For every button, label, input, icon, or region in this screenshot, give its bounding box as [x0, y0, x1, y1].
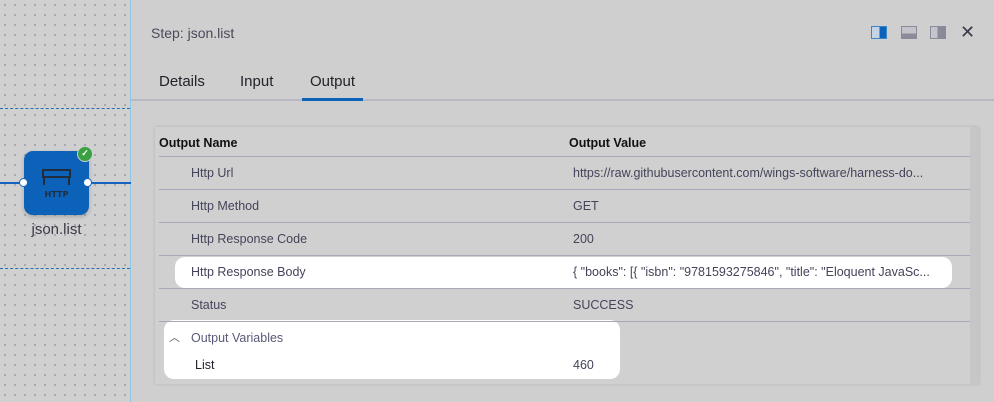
output-variables-toggle[interactable]: ︿ Output Variables: [159, 321, 972, 351]
http-icon: HTTP: [42, 169, 71, 199]
output-value: 200: [573, 232, 594, 246]
output-value: SUCCESS: [573, 298, 634, 312]
table-row: Http Response Body { "books": [{ "isbn": …: [159, 255, 972, 288]
edge-in: [0, 182, 24, 184]
edge-out: [89, 182, 131, 184]
dock-bottom-icon[interactable]: [901, 26, 917, 39]
table-row: Status SUCCESS: [159, 288, 972, 321]
output-name: Status: [191, 298, 227, 312]
table-row: Http Method GET: [159, 189, 972, 222]
node-label: json.list: [31, 221, 82, 238]
close-icon[interactable]: ✕: [960, 22, 976, 42]
output-name: Http Method: [191, 199, 260, 213]
header-output-value: Output Value: [569, 136, 647, 150]
output-value: GET: [573, 199, 599, 213]
output-port[interactable]: [83, 178, 92, 187]
chevron-up-icon: ︿: [169, 332, 180, 344]
step-node[interactable]: HTTP: [24, 151, 89, 215]
output-value: { "books": [{ "isbn": "9781593275846", "…: [573, 265, 930, 279]
row-highlight: [175, 257, 952, 288]
output-value: https://raw.githubusercontent.com/wings-…: [573, 166, 924, 180]
table-row: Http Url https://raw.githubusercontent.co…: [159, 156, 972, 189]
header-output-name: Output Name: [159, 136, 238, 150]
stage-boundary: [0, 108, 130, 109]
stage-boundary: [0, 268, 130, 269]
pipeline-canvas[interactable]: HTTP ✓ json.list: [0, 0, 131, 402]
success-check-icon: ✓: [77, 146, 93, 162]
dock-float-icon[interactable]: [930, 26, 946, 39]
dock-right-icon[interactable]: [871, 26, 887, 39]
tab-input[interactable]: Input: [240, 73, 274, 90]
output-table: Output Name Output Value Http Url https:/…: [155, 127, 979, 384]
variable-value: 460: [573, 358, 594, 372]
table-row: List 460: [159, 349, 972, 382]
output-name: Http Response Code: [191, 232, 308, 246]
svg-text:HTTP: HTTP: [45, 190, 69, 199]
tab-divider: [131, 99, 994, 101]
panel-title: Step: json.list: [151, 25, 235, 41]
input-port[interactable]: [19, 178, 28, 187]
section-label: Output Variables: [191, 331, 284, 345]
scrollbar[interactable]: [970, 127, 979, 384]
variable-name: List: [195, 358, 215, 372]
output-name: Http Response Body: [191, 265, 306, 279]
table-row: Http Response Code 200: [159, 222, 972, 255]
tab-output[interactable]: Output: [310, 73, 356, 90]
output-name: Http Url: [191, 166, 234, 180]
section-highlight: [164, 320, 620, 379]
tab-details[interactable]: Details: [159, 73, 205, 90]
active-tab-indicator: [302, 98, 363, 101]
